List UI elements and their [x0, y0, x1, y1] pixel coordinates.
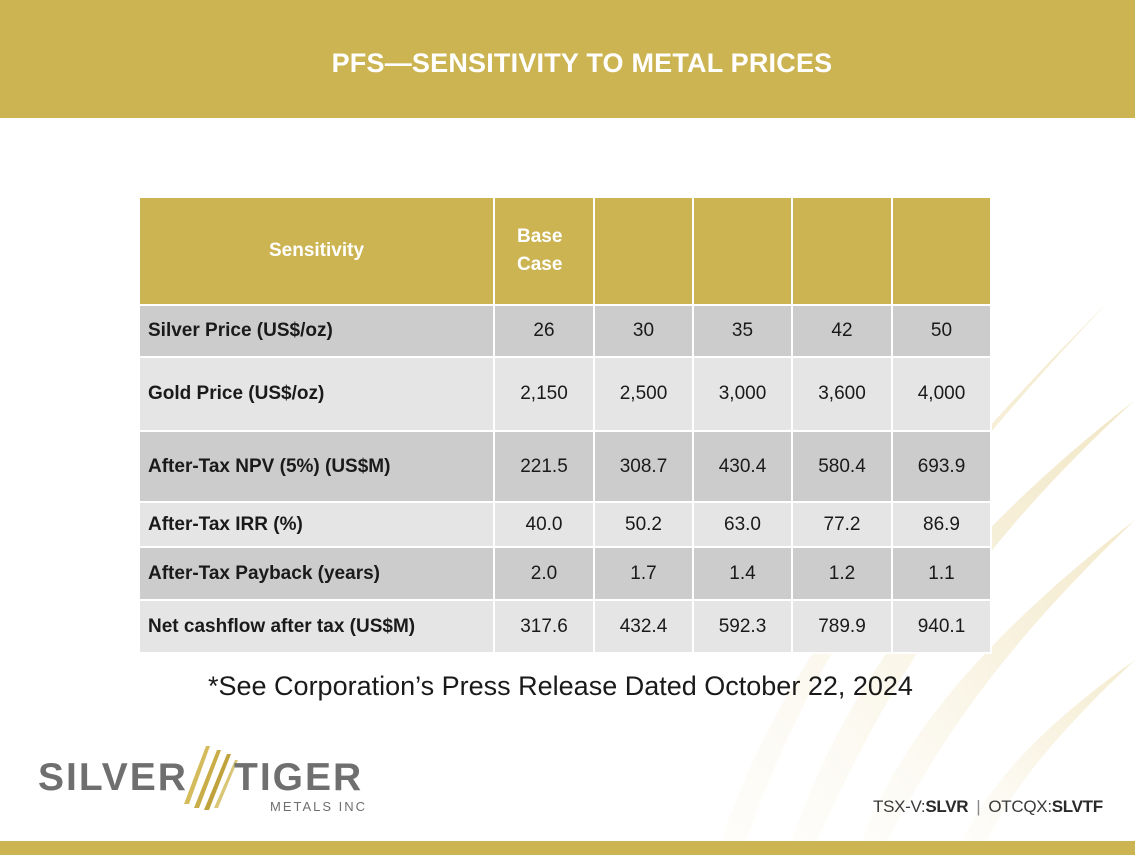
cell-value: 3,000 — [692, 356, 793, 432]
header-cell-empty — [692, 196, 793, 306]
header-band — [0, 0, 1135, 118]
cell-value: 430.4 — [692, 430, 793, 503]
cell-value: 3,600 — [791, 356, 893, 432]
cell-value: 2,150 — [493, 356, 595, 432]
cell-value: 50 — [891, 304, 992, 358]
header-sensitivity: Sensitivity — [138, 196, 495, 306]
table-row-after-tax-npv: After-Tax NPV (5%) (US$M) 221.5 308.7 43… — [138, 430, 992, 503]
company-logo: SILVER TIGER METALS INC — [38, 742, 368, 822]
cell-value: 1.1 — [891, 546, 992, 601]
ticker-separator: | — [976, 797, 981, 816]
otc-prefix: OTCQX: — [988, 797, 1052, 816]
cell-value: 40.0 — [493, 501, 595, 548]
cell-value: 940.1 — [891, 599, 992, 654]
table-row-after-tax-payback: After-Tax Payback (years) 2.0 1.7 1.4 1.… — [138, 546, 992, 601]
logo-word-tiger: TIGER — [234, 756, 364, 799]
sensitivity-table: Sensitivity Base Case Silver Price (US$/… — [138, 196, 992, 654]
cell-value: 432.4 — [593, 599, 694, 654]
header-base-case: Base Case — [493, 196, 595, 306]
cell-value: 789.9 — [791, 599, 893, 654]
slide-title: PFS—SENSITIVITY TO METAL PRICES — [331, 48, 833, 78]
claw-mark-icon — [184, 746, 238, 810]
cell-value: 2,500 — [593, 356, 694, 432]
cell-value: 50.2 — [593, 501, 694, 548]
row-label: Gold Price (US$/oz) — [138, 356, 495, 432]
table-header-row: Sensitivity Base Case — [138, 196, 992, 306]
cell-value: 592.3 — [692, 599, 793, 654]
cell-value: 86.9 — [891, 501, 992, 548]
footer-band — [0, 841, 1135, 855]
cell-value: 30 — [593, 304, 694, 358]
cell-value: 77.2 — [791, 501, 893, 548]
header-cell-empty — [791, 196, 893, 306]
cell-value: 1.2 — [791, 546, 893, 601]
ticker-symbols: TSX-V:SLVR | OTCQX:SLVTF — [873, 797, 1103, 817]
cell-value: 693.9 — [891, 430, 992, 503]
row-label: Net cashflow after tax (US$M) — [138, 599, 495, 654]
header-cell-empty — [593, 196, 694, 306]
logo-subtitle: METALS INC — [270, 799, 368, 814]
row-label: After-Tax NPV (5%) (US$M) — [138, 430, 495, 503]
cell-value: 580.4 — [791, 430, 893, 503]
otc-symbol: SLVTF — [1051, 797, 1103, 816]
cell-value: 35 — [692, 304, 793, 358]
row-label: After-Tax Payback (years) — [138, 546, 495, 601]
tsx-symbol: SLVR — [925, 797, 969, 816]
cell-value: 26 — [493, 304, 595, 358]
cell-value: 1.7 — [593, 546, 694, 601]
cell-value: 317.6 — [493, 599, 595, 654]
cell-value: 1.4 — [692, 546, 793, 601]
table-row-after-tax-irr: After-Tax IRR (%) 40.0 50.2 63.0 77.2 86… — [138, 501, 992, 548]
cell-value: 221.5 — [493, 430, 595, 503]
row-label: After-Tax IRR (%) — [138, 501, 495, 548]
header-cell-empty — [891, 196, 992, 306]
footnote: *See Corporation’s Press Release Dated O… — [208, 671, 913, 701]
cell-value: 42 — [791, 304, 893, 358]
table-row-gold-price: Gold Price (US$/oz) 2,150 2,500 3,000 3,… — [138, 356, 992, 432]
tsx-prefix: TSX-V: — [873, 797, 926, 816]
cell-value: 63.0 — [692, 501, 793, 548]
logo-word-silver: SILVER — [38, 756, 188, 799]
table-row-silver-price: Silver Price (US$/oz) 26 30 35 42 50 — [138, 304, 992, 358]
cell-value: 2.0 — [493, 546, 595, 601]
cell-value: 4,000 — [891, 356, 992, 432]
cell-value: 308.7 — [593, 430, 694, 503]
row-label: Silver Price (US$/oz) — [138, 304, 495, 358]
table-row-net-cashflow: Net cashflow after tax (US$M) 317.6 432.… — [138, 599, 992, 654]
